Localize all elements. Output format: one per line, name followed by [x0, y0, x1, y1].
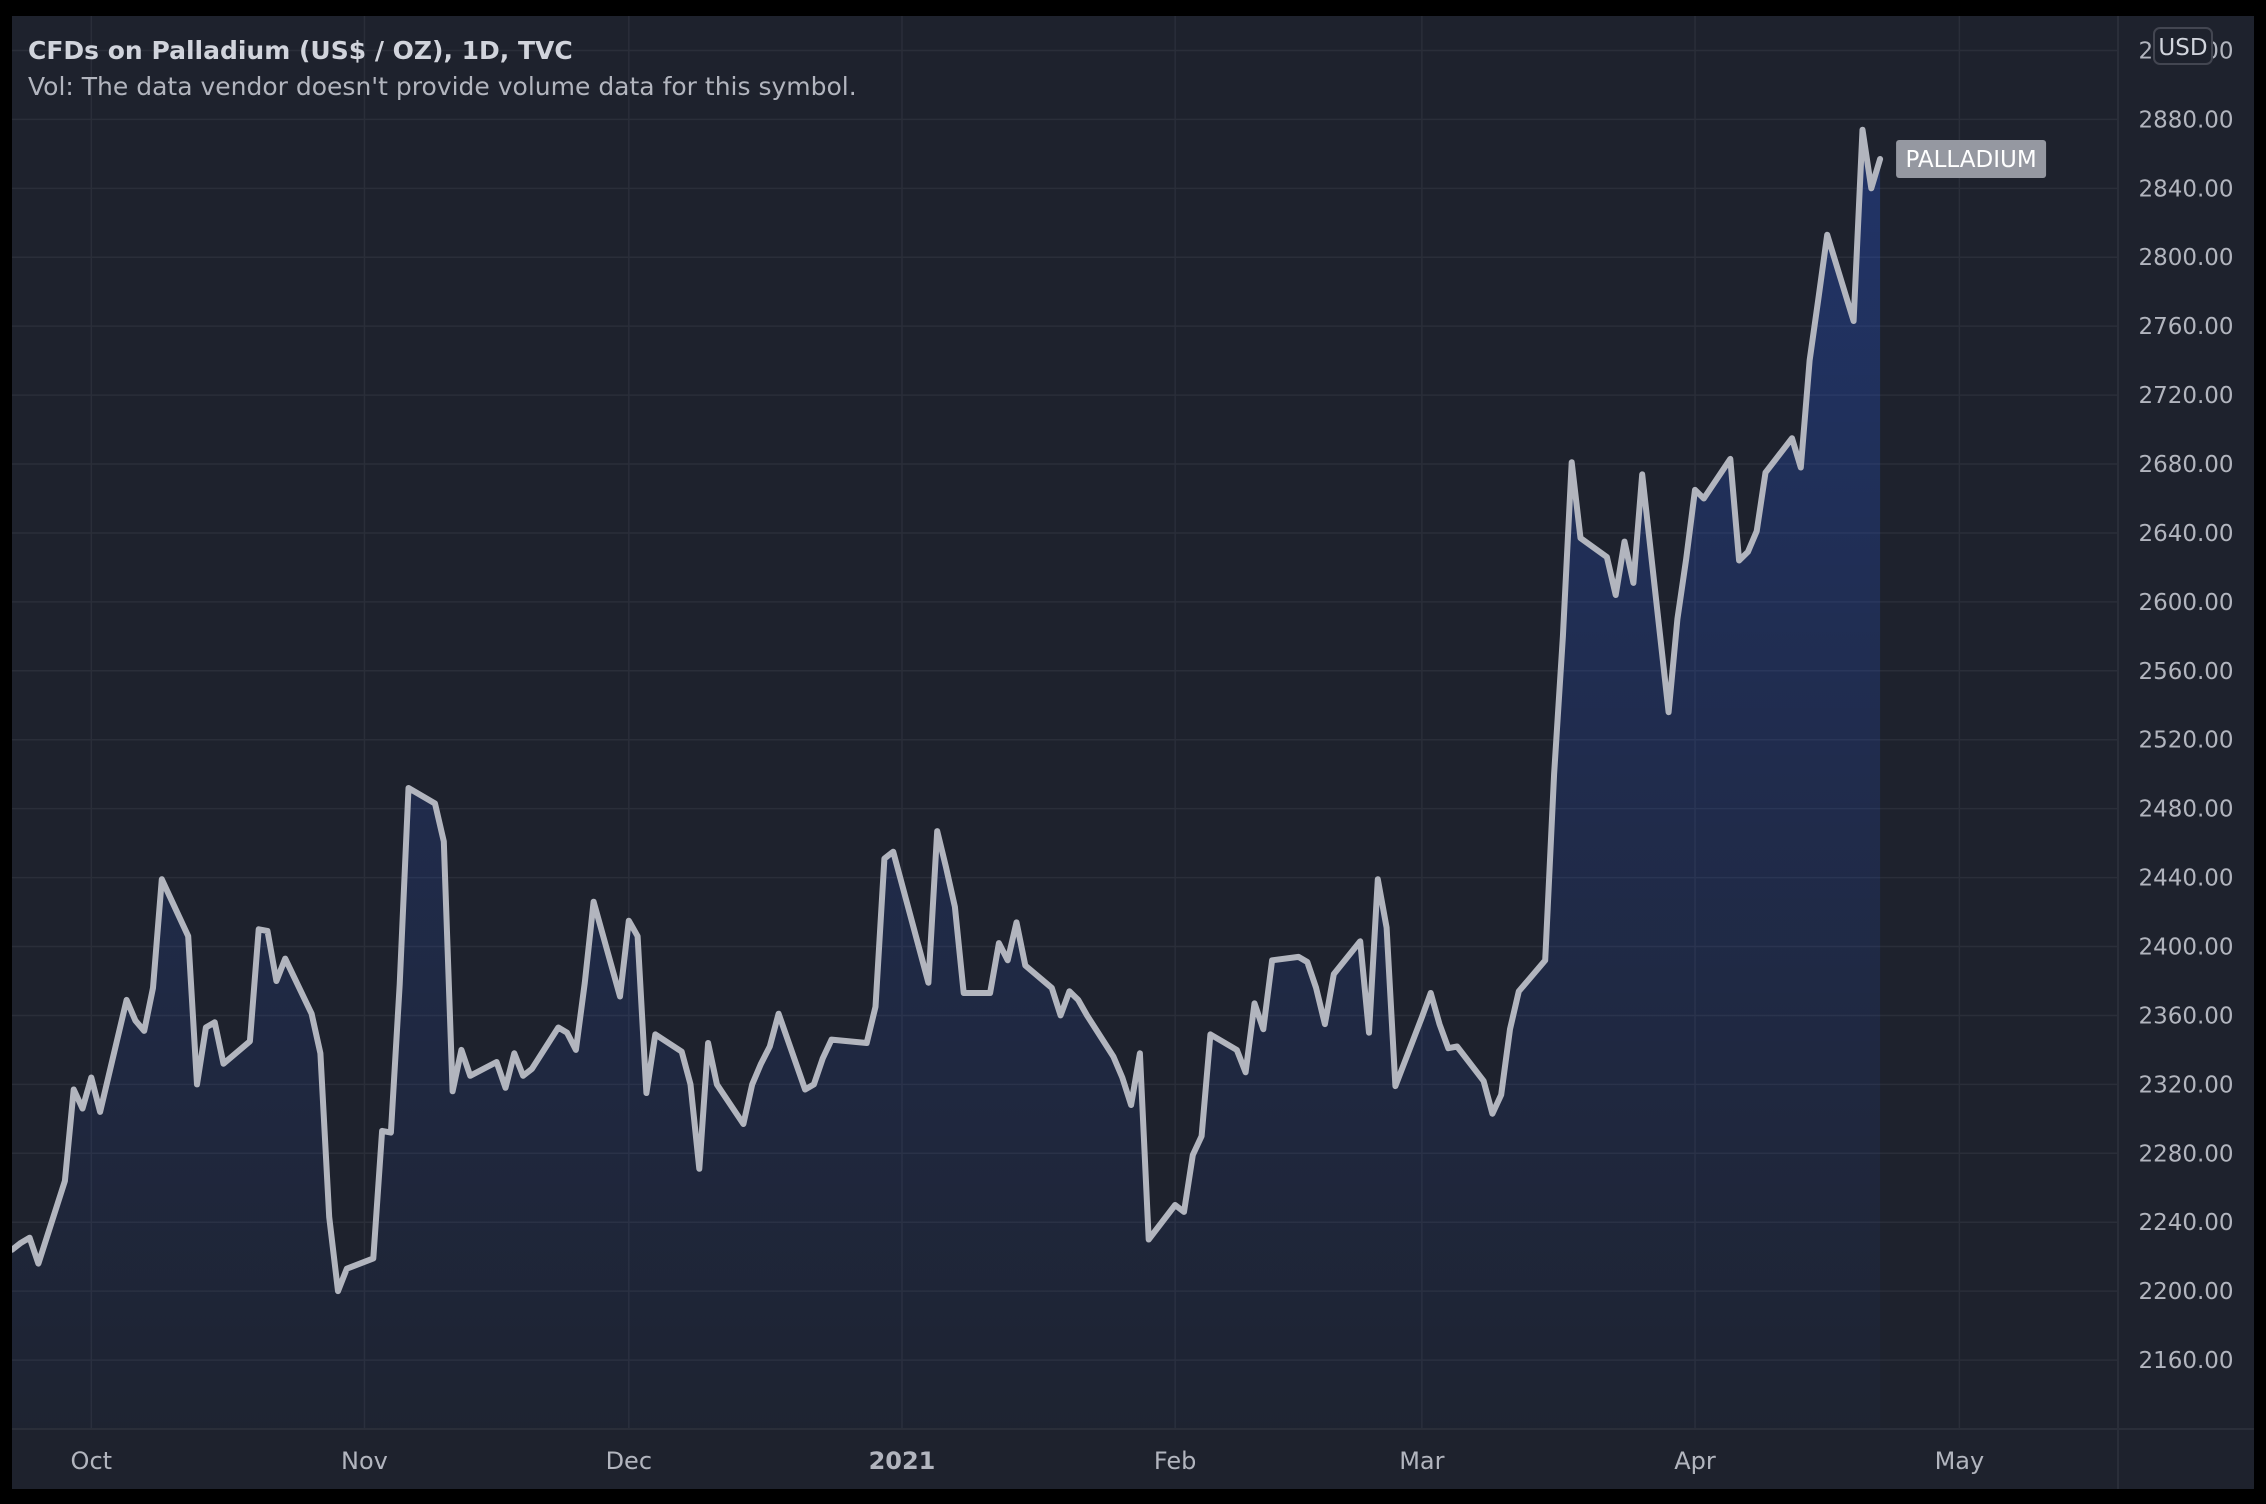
volume-note: Vol: The data vendor doesn't provide vol…: [28, 72, 857, 101]
time-tick-label: Nov: [341, 1447, 388, 1475]
time-tick-label: May: [1935, 1447, 1985, 1475]
time-axis[interactable]: Oct Nov Dec 2021 Feb Mar Apr May: [71, 1447, 1985, 1475]
price-tick-label: 2560.00: [2138, 659, 2233, 685]
legend-title[interactable]: CFDs on Palladium (US$ / OZ), 1D, TVC: [28, 36, 573, 65]
price-tick-label: 2240.00: [2138, 1210, 2233, 1236]
last-price-tag-label: PALLADIUM: [1905, 147, 2036, 173]
price-line[interactable]: [12, 126, 1884, 1295]
currency-badge[interactable]: USD: [2153, 27, 2213, 65]
time-tick-label: Feb: [1154, 1447, 1197, 1475]
time-tick-label: Apr: [1674, 1447, 1716, 1475]
price-tick-label: 2200.00: [2138, 1279, 2233, 1305]
currency-badge-label: USD: [2158, 35, 2207, 61]
price-tick-label: 2880.00: [2138, 107, 2233, 133]
price-tick-label: 2520.00: [2138, 728, 2233, 754]
price-tick-label: 2720.00: [2138, 383, 2233, 409]
legend[interactable]: CFDs on Palladium (US$ / OZ), 1D, TVC Vo…: [28, 36, 857, 101]
price-tick-label: 2840.00: [2138, 176, 2233, 202]
price-tick-label: 2600.00: [2138, 590, 2233, 616]
price-tick-label: 2760.00: [2138, 314, 2233, 340]
time-tick-label: 2021: [869, 1447, 936, 1475]
price-tick-label: 2480.00: [2138, 797, 2233, 823]
time-tick-label: Oct: [71, 1447, 113, 1475]
time-tick-label: Mar: [1399, 1447, 1444, 1475]
time-tick-label: Dec: [606, 1447, 652, 1475]
price-tick-label: 2680.00: [2138, 452, 2233, 478]
price-tick-label: 2400.00: [2138, 935, 2233, 961]
price-tick-label: 2440.00: [2138, 866, 2233, 892]
price-tick-label: 2280.00: [2138, 1141, 2233, 1167]
last-price-tag: PALLADIUM: [1896, 140, 2047, 179]
price-tick-label: 2640.00: [2138, 521, 2233, 547]
price-tick-label: 2320.00: [2138, 1072, 2233, 1098]
price-tick-label: 2160.00: [2138, 1348, 2233, 1374]
price-area-fill: [12, 129, 1881, 1429]
price-tick-label: 2800.00: [2138, 245, 2233, 271]
price-tick-label: 2360.00: [2138, 1003, 2233, 1029]
